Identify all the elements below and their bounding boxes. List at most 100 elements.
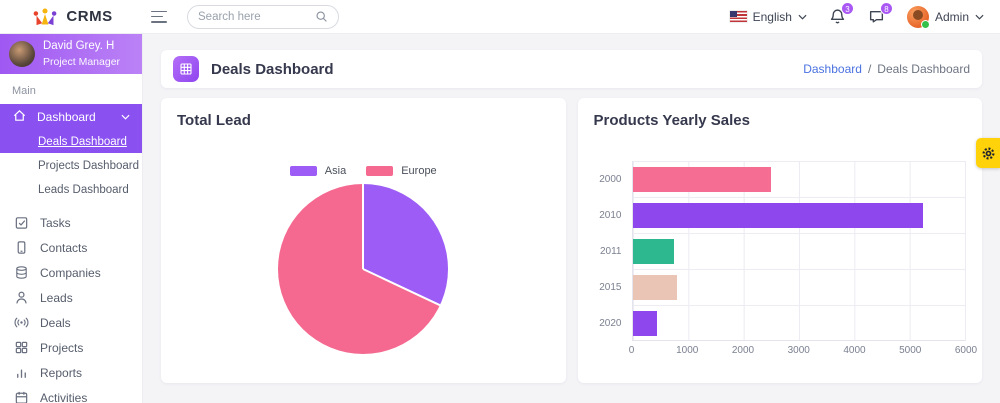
sidebar-items: Tasks Contacts Companies Leads Deals Projects… (0, 210, 142, 403)
sidebar-item-activities[interactable]: Activities (0, 385, 142, 403)
y-tick-label: 2000 (599, 173, 622, 185)
sidebar-item-label: Reports (40, 365, 83, 380)
bar-y-axis-labels: 2000 2010 2011 2015 2020 (594, 161, 622, 357)
sidebar-item-label: Projects (40, 340, 84, 355)
sidebar-nav: Dashboard Deals Dashboard Projects Dashbo… (0, 104, 142, 403)
bar-2010 (632, 202, 924, 228)
x-tick-label: 2000 (731, 345, 755, 356)
notifications-badge: 3 (840, 2, 854, 15)
avatar (906, 5, 930, 29)
chevron-down-icon (975, 14, 984, 20)
bar-row-2011 (632, 233, 966, 269)
us-flag-icon (729, 11, 747, 22)
sidebar-section-label: Main (12, 85, 36, 97)
sidebar-item-leads[interactable]: Leads (0, 285, 142, 310)
menu-toggle-button[interactable] (151, 9, 171, 25)
companies-icon (13, 265, 29, 280)
bar-2000 (632, 166, 772, 192)
bar-row-2000 (632, 161, 966, 197)
crms-logo-icon (34, 7, 57, 25)
chevron-down-icon (798, 14, 807, 20)
sidebar-subitem-leads-dashboard[interactable]: Leads Dashboard (38, 183, 129, 196)
search-input[interactable] (198, 10, 315, 23)
main-content: Deals Dashboard Dashboard / Deals Dashbo… (143, 34, 1000, 403)
pie-legend: Asia Europe (177, 165, 550, 177)
pie-slice-divider (362, 268, 441, 307)
bar-row-2020 (632, 305, 966, 341)
tasks-icon (13, 215, 29, 230)
x-tick-label: 4000 (843, 345, 866, 356)
sidebar-profile[interactable]: David Grey. H Project Manager (0, 34, 142, 74)
bar-2020 (632, 310, 658, 336)
sidebar-item-reports[interactable]: Reports (0, 360, 142, 385)
profile-role: Project Manager (43, 55, 121, 68)
bar-2015 (632, 274, 677, 300)
breadcrumb-link[interactable]: Dashboard (803, 62, 862, 76)
bar-chart: 2000 2010 2011 2015 2020 0 1000 2000 3000 4000 50… (594, 161, 977, 357)
y-tick-label: 2011 (599, 245, 622, 257)
legend-label: Asia (324, 165, 347, 177)
deals-icon (13, 315, 29, 330)
home-icon (12, 108, 27, 126)
sidebar-item-projects[interactable]: Projects (0, 335, 142, 360)
sidebar-item-label: Dashboard (37, 110, 96, 124)
leads-icon (13, 290, 29, 305)
language-selector[interactable]: English (729, 9, 807, 24)
card-title: Total Lead (177, 112, 251, 129)
legend-item-asia[interactable]: Asia (289, 165, 347, 177)
sidebar-item-label: Tasks (40, 215, 71, 230)
topbar: CRMS English 3 8 Admin (0, 0, 1000, 34)
sidebar-item-deals[interactable]: Deals (0, 310, 142, 335)
brand[interactable]: CRMS (0, 6, 143, 28)
legend-swatch (366, 166, 394, 176)
notifications-button[interactable]: 3 (829, 2, 854, 25)
gear-icon (982, 147, 994, 159)
x-tick-label: 6000 (954, 345, 978, 356)
breadcrumb-current: Deals Dashboard (877, 62, 970, 76)
projects-icon (13, 340, 29, 355)
legend-item-europe[interactable]: Europe (366, 165, 437, 177)
contacts-icon (13, 240, 29, 255)
sidebar: David Grey. H Project Manager Main Dashb… (0, 34, 143, 403)
sidebar-subitem-projects-dashboard[interactable]: Projects Dashboard (38, 159, 139, 172)
topbar-actions: English 3 8 Admin (729, 2, 1000, 29)
sidebar-item-label: Companies (40, 265, 101, 280)
search-box[interactable] (187, 4, 339, 29)
total-lead-card: Total Lead Asia Europe (161, 98, 566, 383)
user-menu[interactable]: Admin (906, 5, 984, 29)
language-label: English (752, 9, 792, 24)
settings-button[interactable] (976, 138, 1000, 168)
profile-name: David Grey. H (43, 40, 115, 53)
sidebar-item-label: Leads (40, 290, 73, 305)
bar-row-2015 (632, 269, 966, 305)
legend-swatch (289, 166, 317, 176)
sidebar-subitem-deals-dashboard[interactable]: Deals Dashboard (0, 130, 142, 153)
dashboard-subitems: Deals Dashboard Projects Dashboard Leads D… (0, 130, 142, 201)
page-title: Deals Dashboard (211, 60, 334, 78)
y-tick-label: 2020 (599, 317, 622, 329)
bar-2011 (632, 238, 675, 264)
legend-label: Europe (401, 165, 437, 177)
sidebar-item-label: Contacts (40, 240, 88, 255)
user-label: Admin (934, 9, 969, 24)
page-header-card: Deals Dashboard Dashboard / Deals Dashbo… (161, 50, 982, 88)
sidebar-item-label: Deals (40, 315, 71, 330)
sidebar-item-tasks[interactable]: Tasks (0, 210, 142, 235)
bell-icon (830, 9, 845, 24)
pie-slice-divider (362, 184, 365, 269)
products-yearly-sales-card: Products Yearly Sales 2000 2010 2011 2015 20… (577, 98, 982, 383)
bar-plot-area (631, 161, 966, 341)
chat-icon (869, 11, 884, 23)
x-tick-label: 5000 (899, 345, 922, 356)
sidebar-item-dashboard[interactable]: Dashboard (0, 104, 142, 130)
messages-button[interactable]: 8 (868, 2, 893, 25)
sidebar-item-contacts[interactable]: Contacts (0, 235, 142, 260)
x-tick-label: 0 (628, 345, 635, 356)
sidebar-item-companies[interactable]: Companies (0, 260, 142, 285)
y-tick-label: 2010 (599, 209, 622, 221)
reports-icon (13, 365, 29, 380)
breadcrumb: Dashboard / Deals Dashboard (803, 62, 970, 76)
profile-avatar (9, 41, 35, 67)
activities-icon (13, 390, 29, 403)
